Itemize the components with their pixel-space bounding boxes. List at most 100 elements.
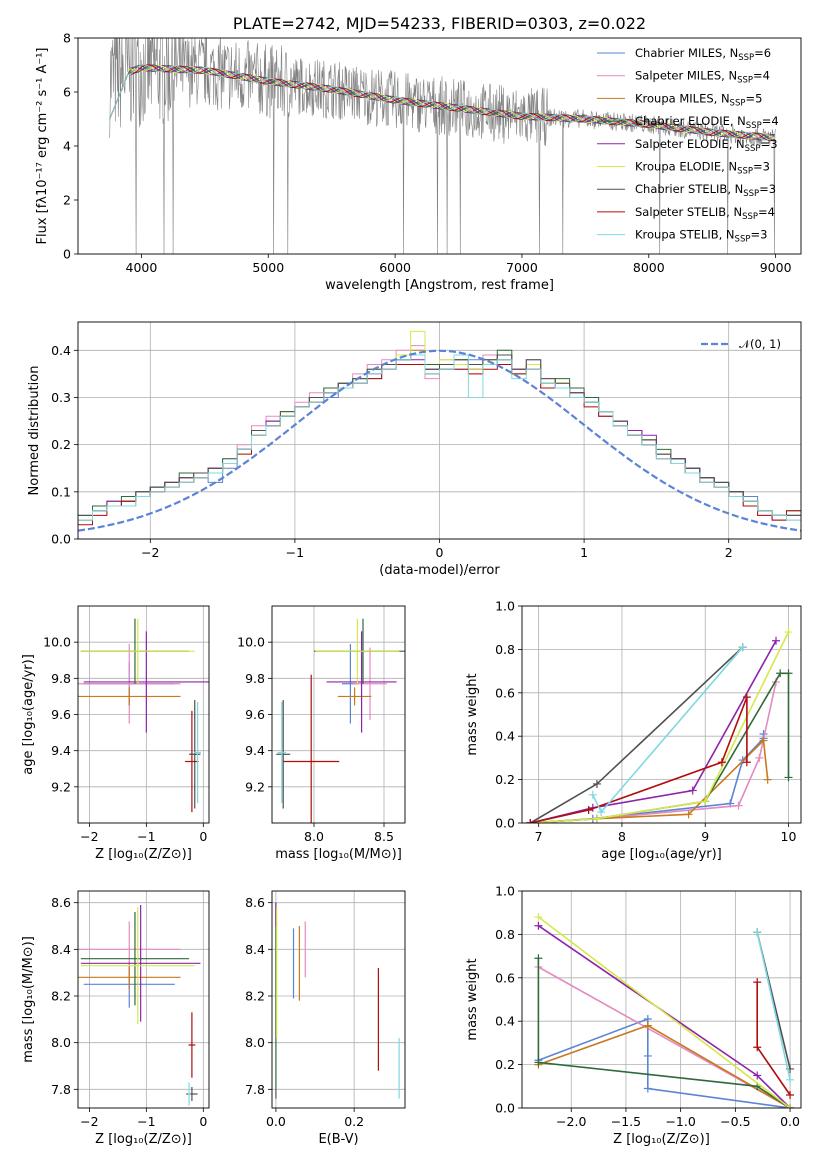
legend: 𝒩(0, 1) xyxy=(701,337,781,351)
chart-title: PLATE=2742, MJD=54233, FIBERID=0303, z=0… xyxy=(233,14,646,33)
y-tick-label: 0.0 xyxy=(495,816,515,831)
data-point xyxy=(584,805,593,814)
y-tick-label: 1.0 xyxy=(495,884,515,899)
y-tick-label: 8 xyxy=(63,31,71,46)
y-tick-label: 0.4 xyxy=(51,343,71,358)
y-tick-label: 0.3 xyxy=(51,390,71,405)
weight-series xyxy=(538,1017,791,1108)
y-tick-label: 9.2 xyxy=(245,779,265,794)
data-point xyxy=(759,736,768,745)
histogram-series xyxy=(78,354,801,521)
data-point xyxy=(534,921,543,930)
data-point xyxy=(784,628,793,637)
y-tick-label: 0.2 xyxy=(51,437,71,452)
data-point xyxy=(753,1071,762,1080)
y-tick-label: 4 xyxy=(63,139,71,154)
y-tick-label: 9.6 xyxy=(245,707,265,722)
x-tick-label: 8 xyxy=(618,829,626,844)
plot-area xyxy=(78,330,801,532)
legend-label: Chabrier STELIB, NSSP=3 xyxy=(635,182,776,199)
x-axis-label: Z [log₁₀(Z/Z⊙)] xyxy=(95,1132,192,1147)
x-axis-label: mass [log₁₀(M/M⊙)] xyxy=(275,847,402,862)
panel-z-age: −2 −1 0 9.2 9.4 9.6 9.8 10.0 Z [log₁₀(Z/Z⊙)] age … xyxy=(21,605,210,862)
x-tick-label: 8.0 xyxy=(304,829,324,844)
legend-label: Chabrier ELODIE, NSSP=4 xyxy=(635,114,779,131)
plot-area xyxy=(526,628,793,823)
y-tick-label: 9.4 xyxy=(245,743,265,758)
y-tick-label: 8.2 xyxy=(245,989,265,1004)
data-point xyxy=(742,693,751,702)
weight-series xyxy=(756,932,791,1080)
y-tick-label: 1.0 xyxy=(495,599,515,614)
panel-residuals: −2 −1 0 1 2 0.0 0.1 0.2 0.3 0.4 (data-model)/error… xyxy=(27,321,802,578)
data-point xyxy=(597,808,606,817)
y-tick-label: 0.6 xyxy=(495,685,515,700)
x-tick-label: 9 xyxy=(701,829,709,844)
x-tick-label: −1.0 xyxy=(665,1114,695,1129)
axes-frame xyxy=(521,890,802,1109)
y-tick-label: 0.1 xyxy=(51,484,71,499)
y-tick-label: 8.0 xyxy=(51,1035,71,1050)
data-point xyxy=(701,797,710,806)
model-spectrum xyxy=(109,64,776,142)
x-tick-label: 0.2 xyxy=(344,1114,364,1129)
legend-label: Kroupa ELODIE, NSSP=3 xyxy=(635,160,770,177)
legend-label: 𝒩(0, 1) xyxy=(739,337,781,351)
x-tick-label: −2 xyxy=(80,829,98,844)
legend-label: Salpeter ELODIE, NSSP=3 xyxy=(635,137,778,154)
y-tick-label: 6 xyxy=(63,85,71,100)
data-point xyxy=(643,1021,652,1030)
legend: Chabrier MILES, NSSP=6 Salpeter MILES, NS… xyxy=(597,46,779,245)
x-tick-label: −1 xyxy=(137,829,155,844)
y-tick-label: 9.4 xyxy=(51,743,71,758)
legend-label: Salpeter STELIB, NSSP=4 xyxy=(635,205,775,222)
x-tick-label: −1 xyxy=(137,1114,155,1129)
x-tick-label: −2.0 xyxy=(556,1114,586,1129)
data-point xyxy=(753,928,762,937)
y-tick-label: 0.4 xyxy=(495,1014,515,1029)
x-axis-label: Z [log₁₀(Z/Z⊙)] xyxy=(95,847,192,862)
y-tick-label: 8.6 xyxy=(51,895,71,910)
x-tick-label: −1.5 xyxy=(611,1114,641,1129)
y-tick-label: 7.8 xyxy=(245,1082,265,1097)
y-tick-label: 0.6 xyxy=(495,970,515,985)
panel-mass-age: 8.0 8.5 9.2 9.4 9.6 9.8 10.0 mass [log₁₀(M/M⊙)] xyxy=(237,605,406,862)
y-tick-label: 8.0 xyxy=(245,1035,265,1050)
x-tick-label: 8000 xyxy=(633,260,665,275)
x-tick-label: 4000 xyxy=(126,260,158,275)
x-tick-label: 0.0 xyxy=(780,1114,800,1129)
x-axis-label: age [log₁₀(age/yr)] xyxy=(601,847,722,862)
x-axis-label: E(B-V) xyxy=(318,1132,358,1147)
legend-label: Chabrier MILES, NSSP=6 xyxy=(635,46,771,63)
y-axis-label: mass weight xyxy=(465,673,480,755)
x-tick-label: 0.0 xyxy=(266,1114,286,1129)
y-tick-label: 0.2 xyxy=(495,772,515,787)
data-point xyxy=(534,954,543,963)
data-point xyxy=(643,1084,652,1093)
data-point xyxy=(734,801,743,810)
x-tick-label: 10 xyxy=(781,829,797,844)
y-tick-label: 0.8 xyxy=(495,642,515,657)
data-point xyxy=(763,775,772,784)
x-tick-label: 9000 xyxy=(760,260,792,275)
y-tick-label: 7.8 xyxy=(51,1082,71,1097)
y-tick-label: 0.0 xyxy=(495,1101,515,1116)
model-spectrum xyxy=(109,64,776,142)
data-point xyxy=(643,1051,652,1060)
y-tick-label: 9.8 xyxy=(245,671,265,686)
panel-z-weight: −2.0 −1.5 −1.0 −0.5 0.0 0.0 0.2 0.4 0.6 0.8 1.0 Z [… xyxy=(465,884,802,1147)
y-axis-label: age [log₁₀(age/yr)] xyxy=(21,654,36,775)
data-point xyxy=(755,753,764,762)
y-axis-label: Flux [fλ10⁻¹⁷ erg cm⁻² s⁻¹ A⁻¹] xyxy=(35,48,50,245)
y-axis-label: mass weight xyxy=(465,958,480,1040)
weight-series xyxy=(529,646,744,823)
data-point xyxy=(717,758,726,767)
plot-area xyxy=(534,913,795,1108)
panel-spectrum: 4000 5000 6000 7000 8000 9000 0 2 4 6 8 wavelength … xyxy=(35,14,802,293)
legend-label: Kroupa MILES, NSSP=5 xyxy=(635,91,762,108)
axes-frame xyxy=(271,890,406,1109)
y-tick-label: 0.0 xyxy=(51,532,71,547)
data-point xyxy=(588,790,597,799)
y-axis-label: Normed distribution xyxy=(27,366,42,496)
x-tick-label: 8.5 xyxy=(374,829,394,844)
